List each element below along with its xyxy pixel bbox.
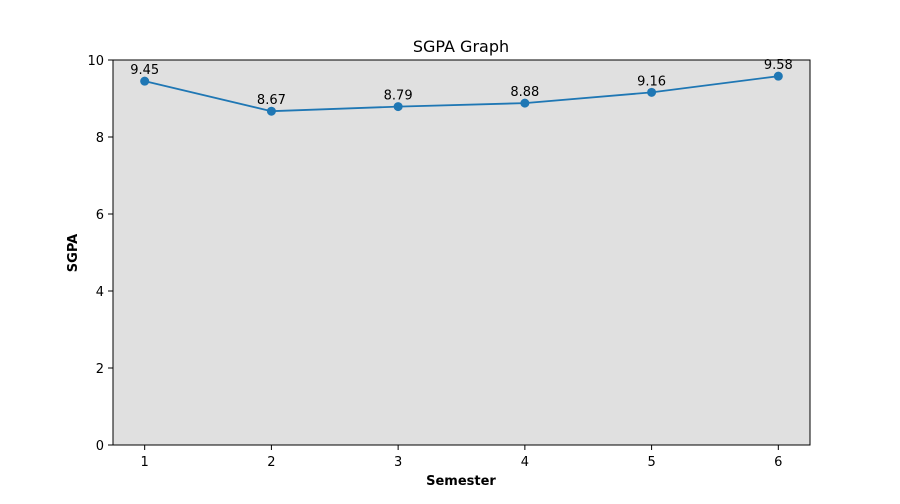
x-tick-label: 2	[267, 455, 275, 470]
chart-marks: 9.45 8.67 8.79 8.88 9.16 9.58	[130, 58, 793, 116]
y-tick-label: 10	[87, 54, 104, 69]
plot-frame	[112, 59, 811, 446]
data-point	[647, 87, 657, 97]
x-tick-label: 4	[521, 455, 529, 470]
x-tick-label: 5	[647, 455, 655, 470]
x-axis-label: Semester	[426, 474, 496, 489]
x-tick-label: 1	[141, 455, 149, 470]
data-point	[140, 76, 150, 86]
data-label: 9.16	[637, 74, 666, 89]
data-point	[520, 98, 530, 108]
y-tick-label: 2	[96, 362, 104, 377]
y-axis-label: SGPA	[66, 234, 81, 272]
data-label: 9.58	[764, 58, 793, 73]
y-tick-label: 0	[96, 439, 104, 454]
data-point	[393, 102, 403, 112]
data-point	[266, 106, 276, 116]
data-label: 9.45	[130, 63, 159, 78]
series-line	[144, 75, 779, 113]
x-axis-ticks: 1 2 3 4 5 6	[141, 445, 782, 470]
x-tick-label: 3	[394, 455, 402, 470]
x-tick-label: 6	[774, 455, 782, 470]
data-point	[773, 71, 783, 81]
y-tick-label: 6	[96, 208, 104, 223]
data-label: 8.88	[510, 85, 539, 100]
data-label: 8.67	[257, 93, 286, 108]
plot-area	[113, 60, 810, 445]
y-tick-label: 4	[96, 285, 104, 300]
chart-title: SGPA Graph	[413, 37, 509, 56]
y-axis-ticks: 0 2 4 6 8 10	[87, 54, 113, 454]
y-tick-label: 8	[96, 131, 104, 146]
data-label: 8.79	[384, 89, 413, 104]
